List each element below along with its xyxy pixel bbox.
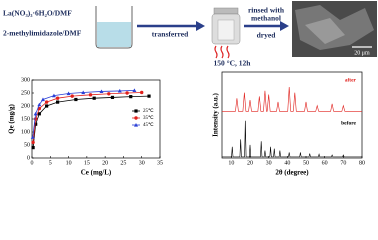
data-point [44,100,49,104]
x-tick-label: 70 [340,160,346,166]
series-label: before [341,120,356,126]
y-tick-label: 250 [21,90,30,96]
data-point [45,104,49,108]
x-tick-label: 15 [84,160,90,166]
x-tick-label: 60 [322,160,328,166]
data-point [56,100,60,104]
series-line [32,92,142,143]
beaker [95,6,133,49]
data-point [117,88,122,93]
autoclave [211,7,241,45]
x-tick-label: 5 [49,160,52,166]
legend-marker [134,109,138,113]
data-point [147,94,151,98]
series-line [32,95,150,148]
y-axis-label: Qe (mg/g) [8,103,16,133]
data-point [74,97,78,102]
y-axis-label: Intensity (a.u.) [212,92,220,136]
data-point [132,88,137,92]
x-tick-label: 20 [102,160,108,166]
x-tick-label: 10 [66,160,72,166]
series-label: after [345,77,357,83]
y-tick-label: 150 [21,116,30,122]
data-point [34,122,38,126]
data-point [55,96,60,100]
x-tick-label: 20 [247,160,253,166]
data-point [51,93,56,98]
scale-bar: 20 μm [354,50,370,56]
data-point [110,95,115,100]
y-tick-label: 200 [21,103,30,109]
sem-image [292,1,377,57]
y-tick-label: 0 [27,155,30,161]
data-point [140,90,144,95]
precursor-1: La(NO₃)₃·6H₂O/DMF [3,9,72,18]
legend-label: 35℃ [143,115,154,121]
legend-marker [134,116,138,120]
legend-marker [134,123,138,127]
x-tick-label: 10 [228,160,234,166]
data-point [30,135,35,139]
plot-frame [221,71,363,159]
y-tick-label: 100 [21,129,30,135]
y-tick-label: 300 [21,77,30,83]
x-axis-label: Ce (mg/L) [81,169,112,177]
data-point [125,91,129,95]
data-point [31,140,35,145]
data-point [107,92,111,96]
graphical-abstract: La(NO₃)₃·6H₂O/DMF 2-methylimidazole/DMF … [3,1,377,177]
legend-label: 45℃ [143,122,154,128]
x-tick-label: 0 [31,160,34,166]
data-point [88,93,93,97]
arrow-1 [137,21,205,31]
data-point [37,112,41,116]
legend-label: 25℃ [143,108,154,114]
data-point [31,146,35,150]
data-point [37,102,42,107]
x-tick-label: 25 [120,160,126,166]
data-point [81,90,86,95]
data-point [40,97,45,102]
series-line [222,120,362,158]
x-tick-label: 35 [157,160,163,166]
heat-marks [214,45,230,59]
x-tick-label: 50 [303,160,309,166]
data-point [99,89,104,94]
data-point [70,94,74,98]
data-point [92,96,96,100]
arrow-2 [244,21,289,31]
data-point [33,111,38,116]
x-axis-label: 2θ (degree) [275,169,309,177]
x-tick-label: 80 [359,160,365,166]
series-line [222,87,362,112]
data-point [66,91,71,96]
step-2-line-1: rinsed with [248,6,285,15]
series-line [32,90,135,138]
precursor-2: 2-methylimidazole/DMF [3,29,82,38]
condition: 150 °C, 12h [214,59,252,68]
data-point [129,95,133,99]
x-tick-label: 30 [266,160,272,166]
step-2-line-2: methanol [251,14,281,23]
y-tick-label: 50 [24,142,30,148]
x-tick-label: 30 [139,160,145,166]
x-tick-label: 40 [284,160,290,166]
step-3: dryed [257,31,277,40]
step-1: transferred [152,30,189,39]
